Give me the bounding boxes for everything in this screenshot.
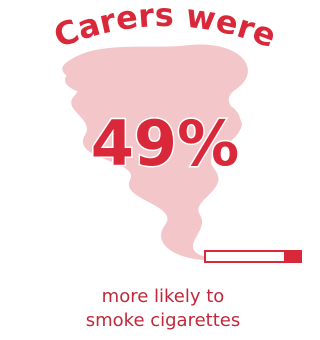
cigarette (205, 251, 301, 262)
caption-line: more likely to (102, 286, 225, 307)
statistic: 49% (91, 107, 239, 180)
page: Carers were 49% more likely to smoke cig… (0, 0, 306, 340)
infographic: Carers were 49% more likely to smoke cig… (0, 0, 306, 340)
caption-line: smoke cigarettes (86, 310, 241, 331)
